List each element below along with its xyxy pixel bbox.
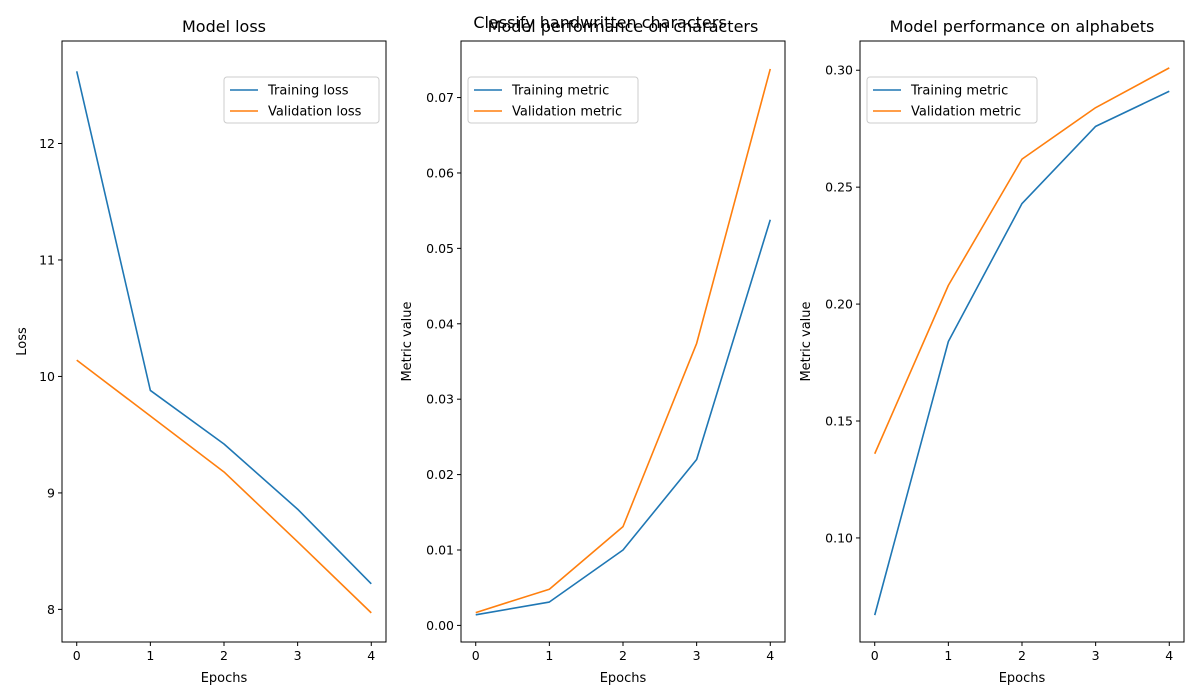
x-tick-label: 2 <box>220 648 228 663</box>
legend: Training metric Validation metric <box>866 76 1038 124</box>
y-tick-label: 11 <box>39 252 55 267</box>
y-tick-label: 10 <box>39 369 55 384</box>
y-tick-label: 0.07 <box>426 90 454 105</box>
y-tick-label: 12 <box>39 136 55 151</box>
legend-box <box>866 76 1038 124</box>
axes-frame <box>61 40 387 643</box>
y-tick-label: 8 <box>47 602 55 617</box>
y-tick-label: 0.25 <box>825 180 853 195</box>
y-tick-label: 0.30 <box>825 63 853 78</box>
x-axis-label: Epochs <box>999 671 1046 686</box>
x-tick-label: 0 <box>73 648 81 663</box>
x-tick-label: 3 <box>693 648 701 663</box>
axes-frame <box>460 40 786 643</box>
legend-box <box>223 76 380 124</box>
y-tick-label: 0.03 <box>426 392 454 407</box>
panel-3: Model performance on alphabets 0 1 2 3 4 0.10 0… <box>799 17 1185 686</box>
y-tick-label: 9 <box>47 485 55 500</box>
series-line-training <box>75 71 372 585</box>
y-tick-label: 0.15 <box>825 414 853 429</box>
figure-suptitle: Classify handwritten characters <box>473 13 726 32</box>
y-tick-label: 0.10 <box>825 530 853 545</box>
series-line-validation <box>76 359 372 614</box>
y-tick-label: 0.05 <box>426 241 454 256</box>
legend-entry: Validation metric <box>512 105 622 120</box>
y-axis-label: Metric value <box>799 301 814 381</box>
x-tick-label: 3 <box>294 648 302 663</box>
x-tick-label: 1 <box>944 648 952 663</box>
x-tick-label: 4 <box>367 648 375 663</box>
panel-title: Model performance on characters <box>488 17 759 36</box>
legend-entry: Training loss <box>267 84 349 99</box>
panel-title: Model performance on alphabets <box>890 17 1155 36</box>
x-axis-label: Epochs <box>201 671 248 686</box>
x-tick-label: 0 <box>871 648 879 663</box>
x-tick-label: 1 <box>545 648 553 663</box>
legend-box <box>467 76 639 124</box>
axes-frame <box>859 40 1185 643</box>
legend-entry: Training metric <box>511 84 609 99</box>
legend: Training metric Validation metric <box>467 76 639 124</box>
y-tick-label: 0.04 <box>426 316 454 331</box>
legend-entry: Validation metric <box>911 105 1021 120</box>
series-line-training <box>475 219 772 616</box>
y-axis-label: Metric value <box>400 301 415 381</box>
panel-title: Model loss <box>182 17 266 36</box>
x-tick-label: 4 <box>1165 648 1173 663</box>
series-line-validation <box>873 67 1170 455</box>
legend-entry: Training metric <box>910 84 1008 99</box>
y-tick-label: 0.20 <box>825 297 853 312</box>
legend-entry: Validation loss <box>268 105 362 120</box>
x-tick-label: 3 <box>1092 648 1100 663</box>
x-tick-label: 1 <box>146 648 154 663</box>
x-tick-label: 4 <box>766 648 774 663</box>
y-axis-label: Loss <box>15 327 30 356</box>
y-tick-label: 0.02 <box>426 467 454 482</box>
series-line-validation <box>475 68 772 614</box>
y-tick-label: 0.00 <box>426 618 454 633</box>
x-tick-label: 2 <box>619 648 627 663</box>
x-tick-label: 2 <box>1018 648 1026 663</box>
y-tick-label: 0.01 <box>426 543 454 558</box>
x-tick-label: 0 <box>472 648 480 663</box>
x-axis-label: Epochs <box>600 671 647 686</box>
legend: Training loss Validation loss <box>223 76 380 124</box>
y-tick-label: 0.06 <box>426 165 454 180</box>
panel-2: Model performance on characters 0 1 2 3 4 0.00… <box>400 17 786 686</box>
